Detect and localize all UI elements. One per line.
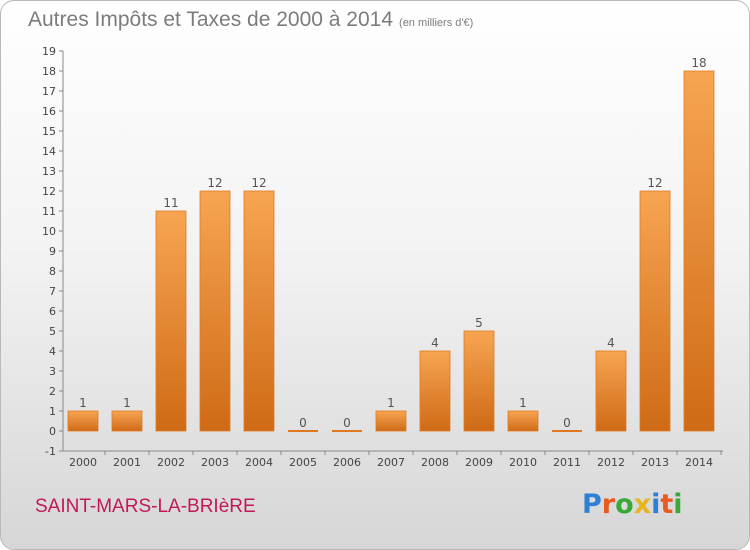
y-tick-label: 9 [49, 245, 56, 258]
bar-value-label: 11 [163, 196, 178, 210]
y-tick-label: 4 [49, 345, 56, 358]
bar [111, 410, 143, 432]
y-tick-label: 16 [42, 105, 56, 118]
x-tick-label: 2003 [201, 456, 229, 469]
x-tick-label: 2001 [113, 456, 141, 469]
y-tick-label: 13 [42, 165, 56, 178]
y-tick-label: 2 [49, 385, 56, 398]
bar-value-label: 18 [691, 56, 706, 70]
y-tick-label: 5 [49, 325, 56, 338]
bar-value-label: 12 [647, 176, 662, 190]
y-tick-label: 12 [42, 185, 56, 198]
y-tick-label: 7 [49, 285, 56, 298]
commune-name: SAINT-MARS-LA-BRIèRE [35, 496, 256, 517]
bar-value-label: 4 [607, 336, 615, 350]
chart-title: Autres Impôts et Taxes de 2000 à 2014 (en… [28, 8, 473, 32]
x-tick-label: 2006 [333, 456, 361, 469]
y-tick-label: 15 [42, 125, 56, 138]
bar-value-label: 5 [475, 316, 483, 330]
y-tick-label: 19 [42, 45, 56, 58]
x-tick-label: 2010 [509, 456, 537, 469]
bar [155, 210, 187, 432]
bar-value-label: 0 [343, 416, 351, 430]
bar [595, 350, 627, 432]
y-tick-label: 14 [42, 145, 56, 158]
y-tick-label: 6 [49, 305, 56, 318]
bar [375, 410, 407, 432]
logo-letter: i [673, 489, 683, 520]
bar [507, 410, 539, 432]
logo-letter: r [601, 489, 616, 520]
bar [419, 350, 451, 432]
y-tick-label: 0 [49, 425, 56, 438]
logo-letter: o [615, 489, 634, 520]
bar-value-label: 1 [79, 396, 87, 410]
bar-value-label: 12 [251, 176, 266, 190]
bar-value-label: 1 [387, 396, 395, 410]
bar-value-label: 4 [431, 336, 439, 350]
y-tick-label: 8 [49, 265, 56, 278]
bar [332, 430, 362, 432]
y-tick-label: 10 [42, 225, 56, 238]
bar [199, 190, 231, 432]
x-tick-label: 2009 [465, 456, 493, 469]
bar-value-label: 0 [563, 416, 571, 430]
bar-value-label: 1 [123, 396, 131, 410]
bar-value-label: 12 [207, 176, 222, 190]
y-tick-label: 17 [42, 85, 56, 98]
bar [67, 410, 99, 432]
logo-letter: i [651, 489, 661, 520]
y-tick-label: 3 [49, 365, 56, 378]
bar [552, 430, 582, 432]
x-tick-label: 2004 [245, 456, 273, 469]
x-tick-label: 2008 [421, 456, 449, 469]
x-tick-label: 2012 [597, 456, 625, 469]
y-tick-label: 18 [42, 65, 56, 78]
x-tick-label: 2000 [69, 456, 97, 469]
x-tick-label: 2011 [553, 456, 581, 469]
bar-value-label: 0 [299, 416, 307, 430]
proxiti-logo: Proxiti [582, 489, 683, 520]
chart-title-unit: (en milliers d'€) [399, 17, 474, 29]
y-tick-label: 1 [49, 405, 56, 418]
bar [463, 330, 495, 432]
y-tick-label: -1 [45, 445, 56, 458]
logo-letter: t [660, 489, 674, 520]
bar [288, 430, 318, 432]
x-tick-label: 2014 [685, 456, 713, 469]
bar [683, 70, 715, 432]
bar [243, 190, 275, 432]
x-tick-label: 2005 [289, 456, 317, 469]
x-tick-label: 2013 [641, 456, 669, 469]
logo-letter: P [582, 489, 602, 520]
logo-letter: x [633, 489, 652, 520]
x-tick-label: 2007 [377, 456, 405, 469]
y-tick-label: 11 [42, 205, 56, 218]
bar [639, 190, 671, 432]
x-tick-label: 2002 [157, 456, 185, 469]
bar-value-label: 1 [519, 396, 527, 410]
chart-title-text: Autres Impôts et Taxes de 2000 à 2014 [28, 8, 394, 31]
